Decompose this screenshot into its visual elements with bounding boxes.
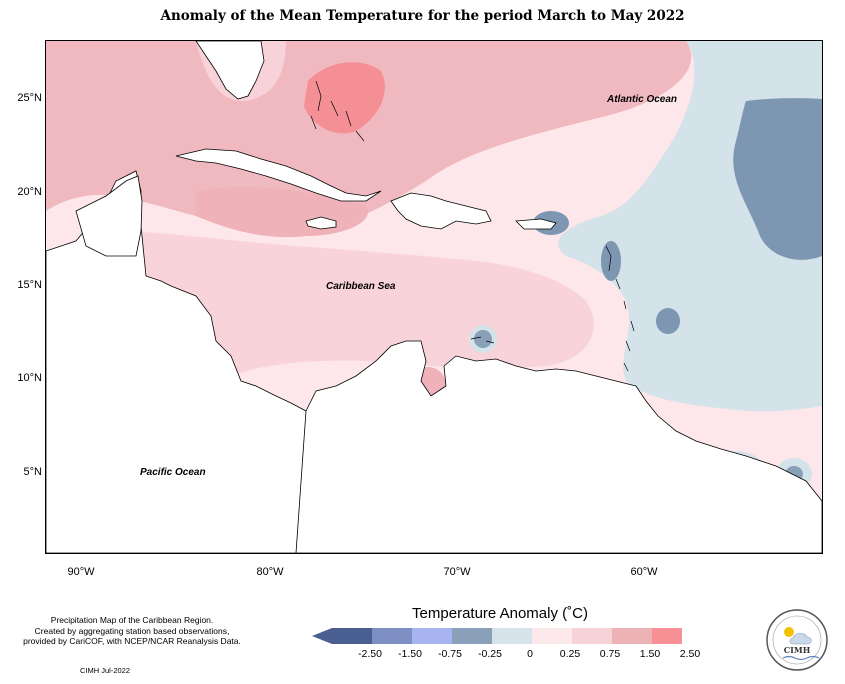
lon-tick-90: 90°W: [67, 566, 95, 578]
lat-tick-15: 15°N: [17, 279, 42, 291]
lat-tick-5: 5°N: [23, 466, 42, 478]
cimh-logo: CIMH: [766, 609, 828, 671]
legend-swatch: [612, 628, 652, 644]
credits-line-2: Created by aggregating station based obs…: [34, 625, 230, 636]
credits: Precipitation Map of the Caribbean Regio…: [12, 615, 252, 647]
logo-text: CIMH: [784, 645, 811, 655]
jamaica: [305, 216, 337, 230]
label-caribbean-sea: Caribbean Sea: [326, 281, 396, 292]
hispaniola: [390, 192, 492, 230]
land-outlines: [46, 41, 822, 553]
legend-arrow-low: [312, 628, 332, 644]
south-america: [295, 340, 822, 553]
legend-swatch: [652, 628, 682, 644]
legend-swatch: [372, 628, 412, 644]
legend-title: Temperature Anomaly (˚C): [412, 605, 588, 622]
lat-tick-20: 20°N: [17, 186, 42, 198]
credits-date: CIMH Jul-2022: [80, 666, 131, 675]
lon-tick-80: 80°W: [256, 566, 284, 578]
logo-sun-icon: [784, 627, 794, 637]
legend-swatch: [452, 628, 492, 644]
legend-swatch: [332, 628, 372, 644]
florida: [195, 41, 265, 100]
logo-inner-ring: [772, 615, 822, 665]
puerto-rico: [515, 218, 557, 230]
legend-swatch: [492, 628, 532, 644]
lon-tick-70: 70°W: [443, 566, 471, 578]
logo-wave-icon: [782, 655, 820, 661]
cool-abc: [474, 330, 492, 348]
lon-tick-60: 60°W: [630, 566, 658, 578]
legend-tick-label: 0.25: [559, 648, 581, 660]
map-title: Anomaly of the Mean Temperature for the …: [160, 8, 685, 24]
warm-bahamas: [304, 62, 385, 134]
bahamas-islands: [310, 80, 365, 142]
legend-tick-label: 0: [527, 648, 533, 660]
legend-tick-label: -2.50: [358, 648, 382, 660]
cool-northeast: [733, 98, 822, 260]
warm-band-north: [46, 41, 692, 237]
abc-islands: [470, 336, 495, 344]
small-islands: [310, 80, 635, 372]
lesser-antilles: [605, 245, 635, 372]
cuba: [175, 148, 382, 202]
legend-tick-label: 0.75: [599, 648, 621, 660]
legend-tick-label: 1.50: [639, 648, 661, 660]
cool-guadeloupe: [601, 241, 621, 281]
legend-tick-label: 2.50: [679, 648, 701, 660]
yucatan: [75, 175, 143, 257]
credits-line-3: provided by CariCOF, with NCEP/NCAR Rean…: [23, 636, 241, 646]
logo-cloud-icon: [789, 633, 812, 645]
anomaly-map: [45, 40, 823, 554]
lat-tick-10: 10°N: [17, 372, 42, 384]
lat-tick-25: 25°N: [17, 92, 42, 104]
legend-tick-label: -0.25: [478, 648, 502, 660]
legend-swatch: [572, 628, 612, 644]
legend-tick-label: -1.50: [398, 648, 422, 660]
legend-swatch: [532, 628, 572, 644]
legend-swatch: [412, 628, 452, 644]
cool-barbados: [656, 308, 680, 334]
legend-colorbar: [312, 628, 682, 644]
label-pacific-ocean: Pacific Ocean: [140, 467, 206, 478]
legend-tick-label: -0.75: [438, 648, 462, 660]
credits-line-1: Precipitation Map of the Caribbean Regio…: [50, 615, 214, 625]
label-atlantic-ocean: Atlantic Ocean: [607, 94, 678, 105]
anomaly-field: [46, 41, 822, 553]
